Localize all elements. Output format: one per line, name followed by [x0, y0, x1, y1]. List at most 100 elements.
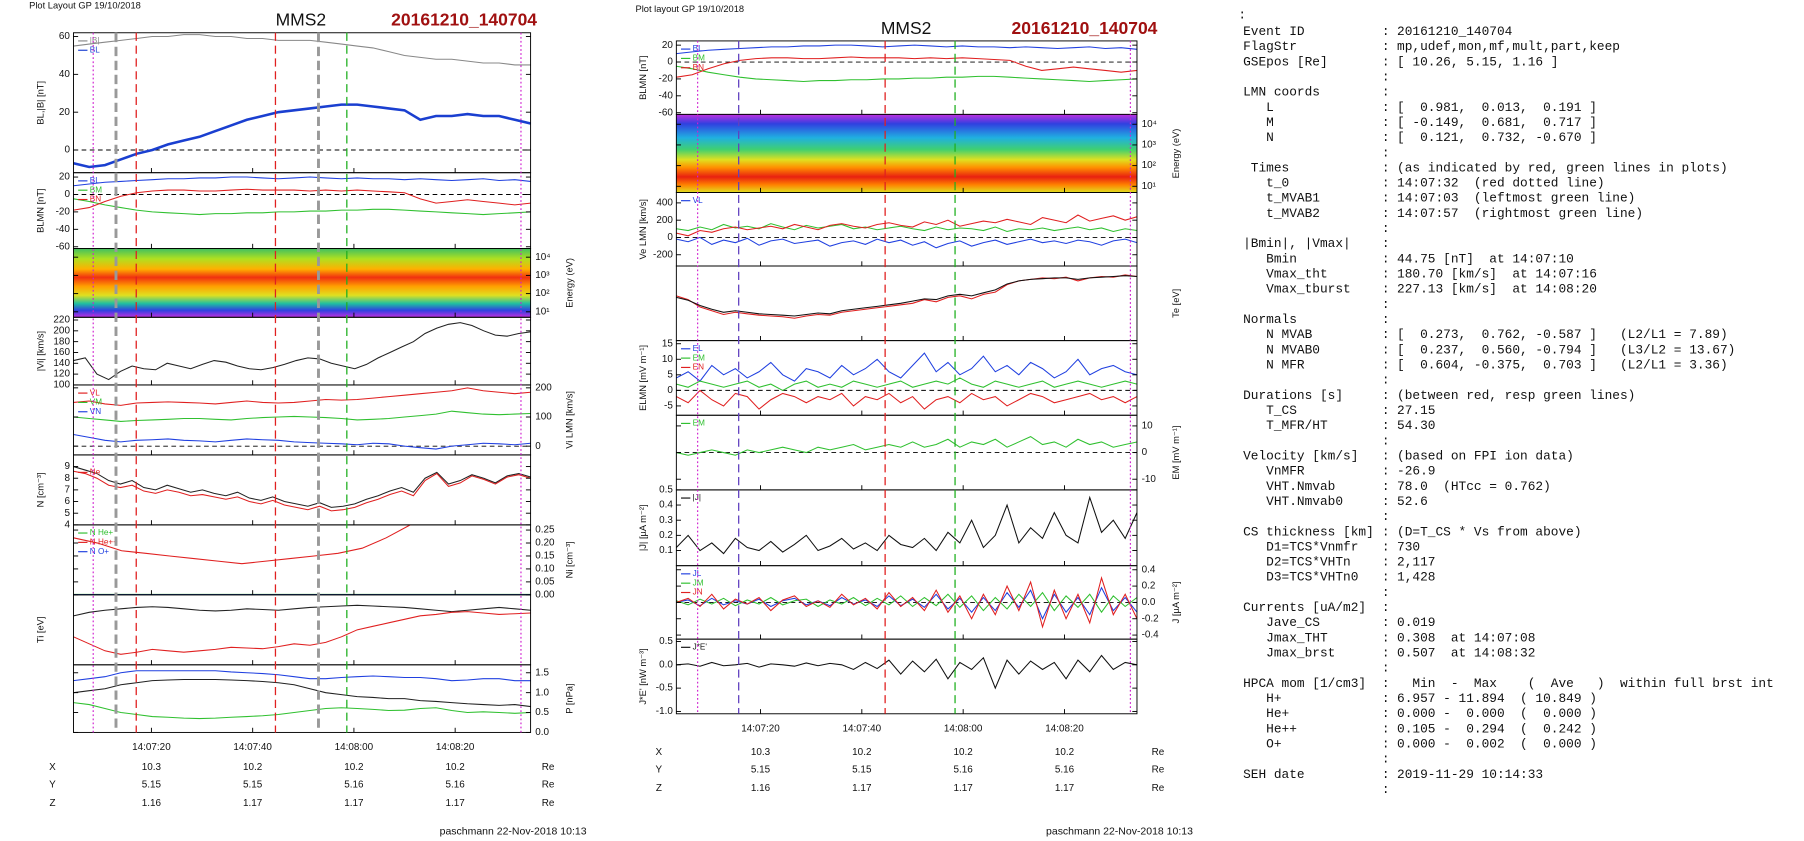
- legend-label: J*E': [693, 642, 708, 651]
- y-tick-label: 10¹: [1142, 181, 1157, 192]
- y-tick-label: 0.00: [535, 589, 555, 600]
- coord-value: 1.17: [243, 798, 263, 809]
- info-colon: :: [1382, 509, 1390, 524]
- y-tick-label: 4: [64, 519, 70, 530]
- info-value: 0.019: [1397, 615, 1435, 630]
- info-key: Velocity [km/s]: [1243, 448, 1358, 463]
- y-tick-label: 0.0: [659, 659, 673, 670]
- info-key: Vmax_tht: [1243, 267, 1328, 282]
- coord-label: Y: [49, 780, 56, 791]
- trace: [676, 352, 1137, 382]
- legend-label: EM: [693, 353, 705, 362]
- legend-label: |B|: [90, 36, 100, 45]
- plot-title: MMS2: [276, 10, 327, 30]
- y-tick-label: 180: [53, 336, 70, 347]
- y-tick-label: 20: [662, 40, 674, 51]
- trace: [676, 223, 1137, 233]
- panel-frame: [72, 594, 532, 666]
- y-axis-label: |Vi| [km/s]: [35, 331, 45, 371]
- info-key: D1=TCS*Vnmfr: [1243, 539, 1358, 554]
- info-colon: :: [1382, 676, 1390, 691]
- trace: [73, 322, 531, 381]
- y-tick-label: 20: [59, 107, 71, 118]
- info-colon: :: [1382, 585, 1390, 600]
- y-tick-label: 400: [656, 198, 673, 209]
- info-colon: :: [1382, 630, 1390, 645]
- y-axis-label: BLMN [nT]: [35, 188, 45, 233]
- info-key: Durations [s]: [1243, 388, 1343, 403]
- coord-unit: Re: [1152, 783, 1165, 794]
- y-tick-label: -20: [56, 207, 71, 218]
- info-value: 2,117: [1397, 555, 1435, 570]
- traces: [676, 495, 1137, 555]
- coord-value: 5.15: [243, 780, 263, 791]
- y-tick-label: 10⁴: [535, 252, 550, 263]
- info-colon: :: [1382, 448, 1390, 463]
- info-value: 14:07:03 (leftmost green line): [1397, 191, 1635, 206]
- x-tick-label: 14:07:20: [741, 724, 780, 735]
- event-id: 20161210_140704: [1012, 18, 1158, 38]
- coord-value: 1.17: [954, 783, 974, 794]
- info-value: [ 0.981, 0.013, 0.191 ]: [1397, 100, 1597, 115]
- info-colon: :: [1382, 327, 1390, 342]
- legend-label: N He+: [90, 528, 114, 537]
- info-value: 52.6: [1397, 494, 1428, 509]
- info-key: M: [1243, 115, 1274, 130]
- info-key: Normals: [1243, 312, 1297, 327]
- info-value: 0.105 - 0.294 ( 0.242 ): [1397, 721, 1597, 736]
- legend-label: EM: [693, 419, 705, 428]
- info-colon: :: [1382, 267, 1390, 282]
- coord-unit: Re: [542, 780, 555, 791]
- panel-frame: [72, 316, 532, 386]
- y-tick-label: -10: [1142, 474, 1157, 485]
- info-key: t_MVAB2: [1243, 206, 1320, 221]
- info-key: Bmin: [1243, 251, 1297, 266]
- y-tick-label: 10: [662, 354, 674, 365]
- y-tick-label: 160: [53, 347, 70, 358]
- info-colon: :: [1382, 691, 1390, 706]
- traces: [676, 435, 1137, 456]
- info-colon: :: [1382, 388, 1390, 403]
- trace: [676, 576, 1137, 629]
- footer: paschmann 22-Nov-2018 10:13: [1046, 826, 1193, 837]
- legend-label: Ne: [90, 468, 101, 477]
- trace: [73, 410, 531, 422]
- info-value: 20161210_140704: [1397, 24, 1513, 39]
- info-colon: :: [1382, 524, 1390, 539]
- trace: [73, 470, 531, 512]
- traces: [73, 670, 531, 720]
- legend-label: N He++: [90, 538, 118, 547]
- info-colon: :: [1382, 236, 1390, 251]
- info-colon: :: [1382, 24, 1390, 39]
- plot-stamp: Plot layout GP 19/10/2018: [636, 4, 745, 14]
- y-tick-label: 100: [535, 412, 552, 423]
- spectrogram: [73, 248, 531, 318]
- info-colon: :: [1382, 570, 1390, 585]
- legend-label: BL: [90, 45, 100, 54]
- info-key: Jmax_THT: [1243, 630, 1328, 645]
- info-colon: :: [1238, 8, 1246, 23]
- info-value: 0.000 - 0.002 ( 0.000 ): [1397, 736, 1597, 751]
- info-value: 44.75 [nT] at 14:07:10: [1397, 251, 1574, 266]
- legend-label: VN: [90, 407, 101, 416]
- x-tick-label: 14:08:20: [436, 742, 475, 753]
- trace: [676, 377, 1137, 392]
- info-value: [ -0.149, 0.681, 0.717 ]: [1397, 115, 1597, 130]
- y-axis-label: Ni [cm⁻³]: [565, 541, 575, 578]
- info-key: LMN coords: [1243, 85, 1320, 100]
- info-value: [ 0.237, 0.560, -0.794 ] (L3/L2 = 13.67): [1397, 342, 1735, 357]
- info-colon: :: [1382, 69, 1390, 84]
- info-value: 6.957 - 11.894 ( 10.849 ): [1397, 691, 1597, 706]
- legend-label: VM: [90, 398, 102, 407]
- info-colon: :: [1382, 433, 1390, 448]
- traces: [676, 214, 1137, 249]
- legend-label: N O+: [90, 547, 110, 556]
- x-tick-label: 14:07:40: [233, 742, 272, 753]
- y-tick-label: 200: [53, 325, 70, 336]
- coord-value: 1.17: [1055, 783, 1075, 794]
- info-key: Times: [1243, 160, 1289, 175]
- traces: [676, 576, 1137, 629]
- info-key: O+: [1243, 736, 1281, 751]
- coord-value: 5.16: [446, 780, 466, 791]
- panel-frame: [675, 265, 1138, 342]
